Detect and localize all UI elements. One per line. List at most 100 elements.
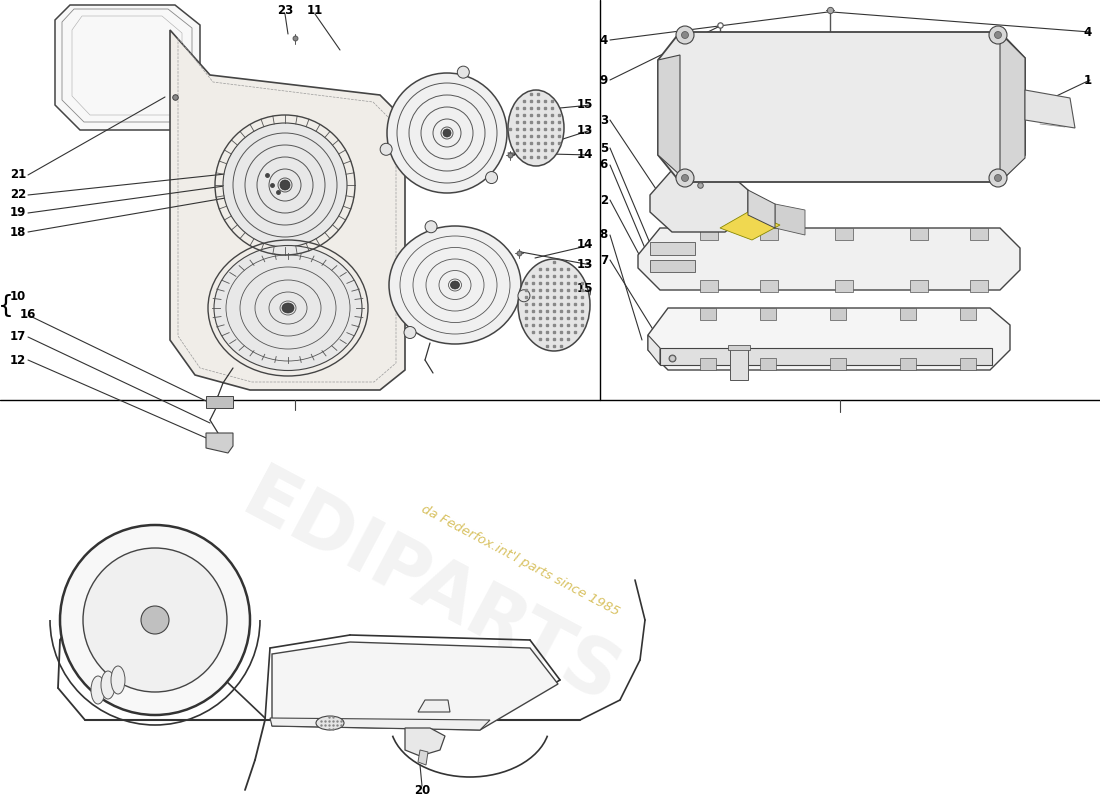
Polygon shape — [700, 280, 718, 292]
Polygon shape — [830, 358, 846, 370]
Polygon shape — [1000, 33, 1025, 182]
Ellipse shape — [91, 676, 104, 704]
Ellipse shape — [518, 259, 590, 351]
Ellipse shape — [316, 716, 344, 730]
Circle shape — [682, 174, 689, 182]
Text: 19: 19 — [10, 206, 26, 219]
Circle shape — [425, 221, 437, 233]
Text: 6: 6 — [600, 158, 608, 171]
Circle shape — [989, 26, 1006, 44]
Polygon shape — [960, 308, 976, 320]
Polygon shape — [206, 433, 233, 453]
Text: 4: 4 — [600, 34, 608, 46]
Text: 4: 4 — [1084, 26, 1092, 38]
Circle shape — [989, 169, 1006, 187]
Polygon shape — [760, 308, 775, 320]
Polygon shape — [720, 212, 780, 240]
Text: 14: 14 — [576, 238, 593, 251]
Ellipse shape — [508, 90, 564, 166]
Text: 8: 8 — [600, 229, 608, 242]
Text: 13: 13 — [576, 258, 593, 271]
Ellipse shape — [282, 303, 294, 313]
Polygon shape — [638, 228, 1020, 290]
Polygon shape — [170, 30, 405, 390]
Polygon shape — [272, 642, 558, 730]
Ellipse shape — [389, 226, 521, 344]
Circle shape — [60, 525, 250, 715]
Circle shape — [387, 73, 507, 193]
Circle shape — [404, 326, 416, 338]
Polygon shape — [650, 260, 695, 272]
Circle shape — [994, 174, 1001, 182]
Text: 23: 23 — [277, 3, 293, 17]
Polygon shape — [405, 728, 446, 756]
Polygon shape — [418, 700, 450, 712]
Text: 7: 7 — [600, 254, 608, 266]
Text: 15: 15 — [576, 282, 593, 294]
Text: 9: 9 — [600, 74, 608, 86]
Polygon shape — [700, 358, 716, 370]
Ellipse shape — [451, 281, 460, 289]
Polygon shape — [776, 204, 805, 235]
Polygon shape — [418, 750, 428, 765]
Text: 21: 21 — [10, 169, 26, 182]
Polygon shape — [748, 190, 775, 228]
Ellipse shape — [101, 671, 116, 699]
Polygon shape — [760, 280, 778, 292]
Text: 5: 5 — [600, 142, 608, 154]
Polygon shape — [835, 228, 852, 240]
Polygon shape — [970, 228, 988, 240]
Text: 11: 11 — [307, 3, 323, 17]
Polygon shape — [1025, 90, 1075, 128]
Polygon shape — [206, 396, 233, 408]
Polygon shape — [55, 5, 200, 130]
Polygon shape — [830, 308, 846, 320]
Text: 12: 12 — [10, 354, 26, 366]
Polygon shape — [648, 335, 660, 365]
Text: 13: 13 — [576, 123, 593, 137]
Text: 10: 10 — [10, 290, 26, 303]
Circle shape — [381, 143, 392, 155]
Text: {: { — [0, 294, 14, 318]
Circle shape — [994, 31, 1001, 38]
Text: 1: 1 — [1084, 74, 1092, 86]
Circle shape — [443, 129, 451, 137]
Polygon shape — [900, 358, 916, 370]
Text: EDIPARTS: EDIPARTS — [230, 460, 630, 720]
Circle shape — [82, 548, 227, 692]
Polygon shape — [650, 170, 748, 232]
Polygon shape — [660, 348, 992, 365]
Circle shape — [458, 66, 470, 78]
Text: 16: 16 — [20, 309, 36, 322]
Text: 18: 18 — [10, 226, 26, 238]
Polygon shape — [970, 280, 988, 292]
Polygon shape — [700, 228, 718, 240]
Text: 22: 22 — [10, 189, 26, 202]
Polygon shape — [658, 32, 1025, 182]
Circle shape — [141, 606, 169, 634]
Polygon shape — [270, 718, 490, 730]
Text: da Federfox.int'l parts since 1985: da Federfox.int'l parts since 1985 — [419, 502, 622, 618]
Ellipse shape — [214, 246, 362, 370]
Polygon shape — [960, 358, 976, 370]
Polygon shape — [900, 308, 916, 320]
Text: 17: 17 — [10, 330, 26, 343]
Text: 3: 3 — [600, 114, 608, 126]
Polygon shape — [648, 308, 1010, 370]
Circle shape — [676, 169, 694, 187]
Polygon shape — [730, 348, 748, 380]
Polygon shape — [728, 345, 750, 350]
Circle shape — [682, 31, 689, 38]
Circle shape — [676, 26, 694, 44]
Circle shape — [223, 123, 346, 247]
Polygon shape — [700, 308, 716, 320]
Polygon shape — [658, 55, 680, 175]
Polygon shape — [760, 228, 778, 240]
Polygon shape — [910, 228, 928, 240]
Ellipse shape — [111, 666, 125, 694]
Polygon shape — [910, 280, 928, 292]
Circle shape — [518, 290, 530, 302]
Text: 15: 15 — [576, 98, 593, 111]
Polygon shape — [760, 358, 775, 370]
Circle shape — [280, 180, 290, 190]
